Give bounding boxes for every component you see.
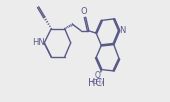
Text: HCl: HCl [88, 78, 105, 88]
Text: CH₃: CH₃ [92, 79, 104, 85]
Text: N: N [119, 26, 126, 35]
Text: O: O [81, 7, 87, 16]
Text: HN: HN [32, 38, 45, 47]
Text: O: O [95, 72, 100, 80]
